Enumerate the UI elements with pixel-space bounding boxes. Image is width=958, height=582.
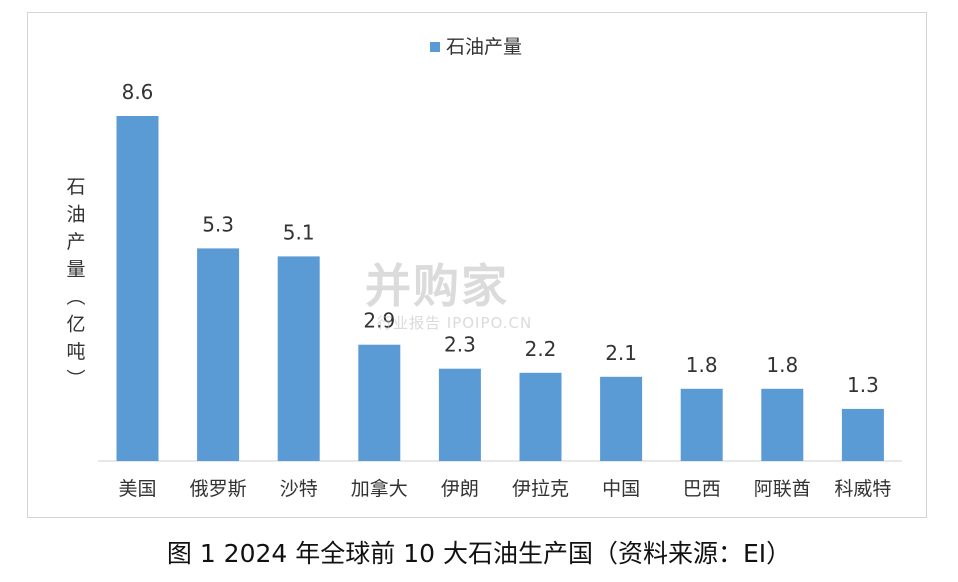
bar-3 (358, 344, 401, 461)
bar-0 (116, 116, 159, 461)
bar-9 (841, 408, 884, 461)
data-label-8: 1.8 (766, 353, 798, 377)
data-label-1: 5.3 (202, 212, 234, 236)
x-tick-label-3: 加拿大 (351, 477, 408, 500)
data-label-7: 1.8 (686, 353, 718, 377)
bar-2 (277, 256, 320, 461)
data-label-2: 5.1 (283, 220, 315, 244)
y-axis-title-text: 石油产量︵亿吨︶ (66, 176, 85, 391)
bar-6 (600, 376, 643, 461)
bar-4 (438, 368, 481, 461)
x-tick-label-5: 伊拉克 (512, 478, 569, 500)
x-tick-label-4: 伊朗 (441, 478, 479, 500)
x-tick-label-6: 中国 (602, 478, 640, 500)
x-tick-label-2: 沙特 (280, 478, 318, 500)
figure-caption: 图 1 2024 年全球前 10 大石油生产国（资料来源：EI） (166, 539, 792, 568)
bar-1 (197, 248, 240, 461)
data-label-6: 2.1 (605, 341, 637, 365)
bar-7 (680, 388, 723, 461)
data-label-3: 2.9 (363, 309, 395, 333)
y-axis-title: 石油产量︵亿吨︶ (66, 176, 85, 391)
x-tick-label-9: 科威特 (834, 478, 891, 500)
x-tick-label-7: 巴西 (683, 478, 721, 500)
legend-swatch (430, 42, 440, 52)
x-tick-label-8: 阿联酋 (754, 478, 811, 500)
x-tick-label-0: 美国 (118, 478, 156, 500)
data-label-0: 8.6 (122, 80, 154, 104)
data-label-4: 2.3 (444, 333, 476, 357)
bar-chart: 石油产量 石油产量︵亿吨︶ 8.6 美国 5.3 俄罗斯 5.1 沙特 2.9 加拿大 2.3 伊… (66, 36, 902, 500)
legend-label: 石油产量 (446, 36, 522, 58)
data-label-5: 2.2 (525, 337, 557, 361)
x-tick-label-1: 俄罗斯 (190, 478, 247, 500)
bar-5 (519, 372, 562, 461)
legend: 石油产量 (430, 36, 522, 58)
bar-8 (761, 388, 804, 461)
data-label-9: 1.3 (847, 373, 879, 397)
bars: 8.6 美国 5.3 俄罗斯 5.1 沙特 2.9 加拿大 2.3 伊朗 2.2 伊拉克 2.1 中国 1.… (116, 80, 891, 500)
